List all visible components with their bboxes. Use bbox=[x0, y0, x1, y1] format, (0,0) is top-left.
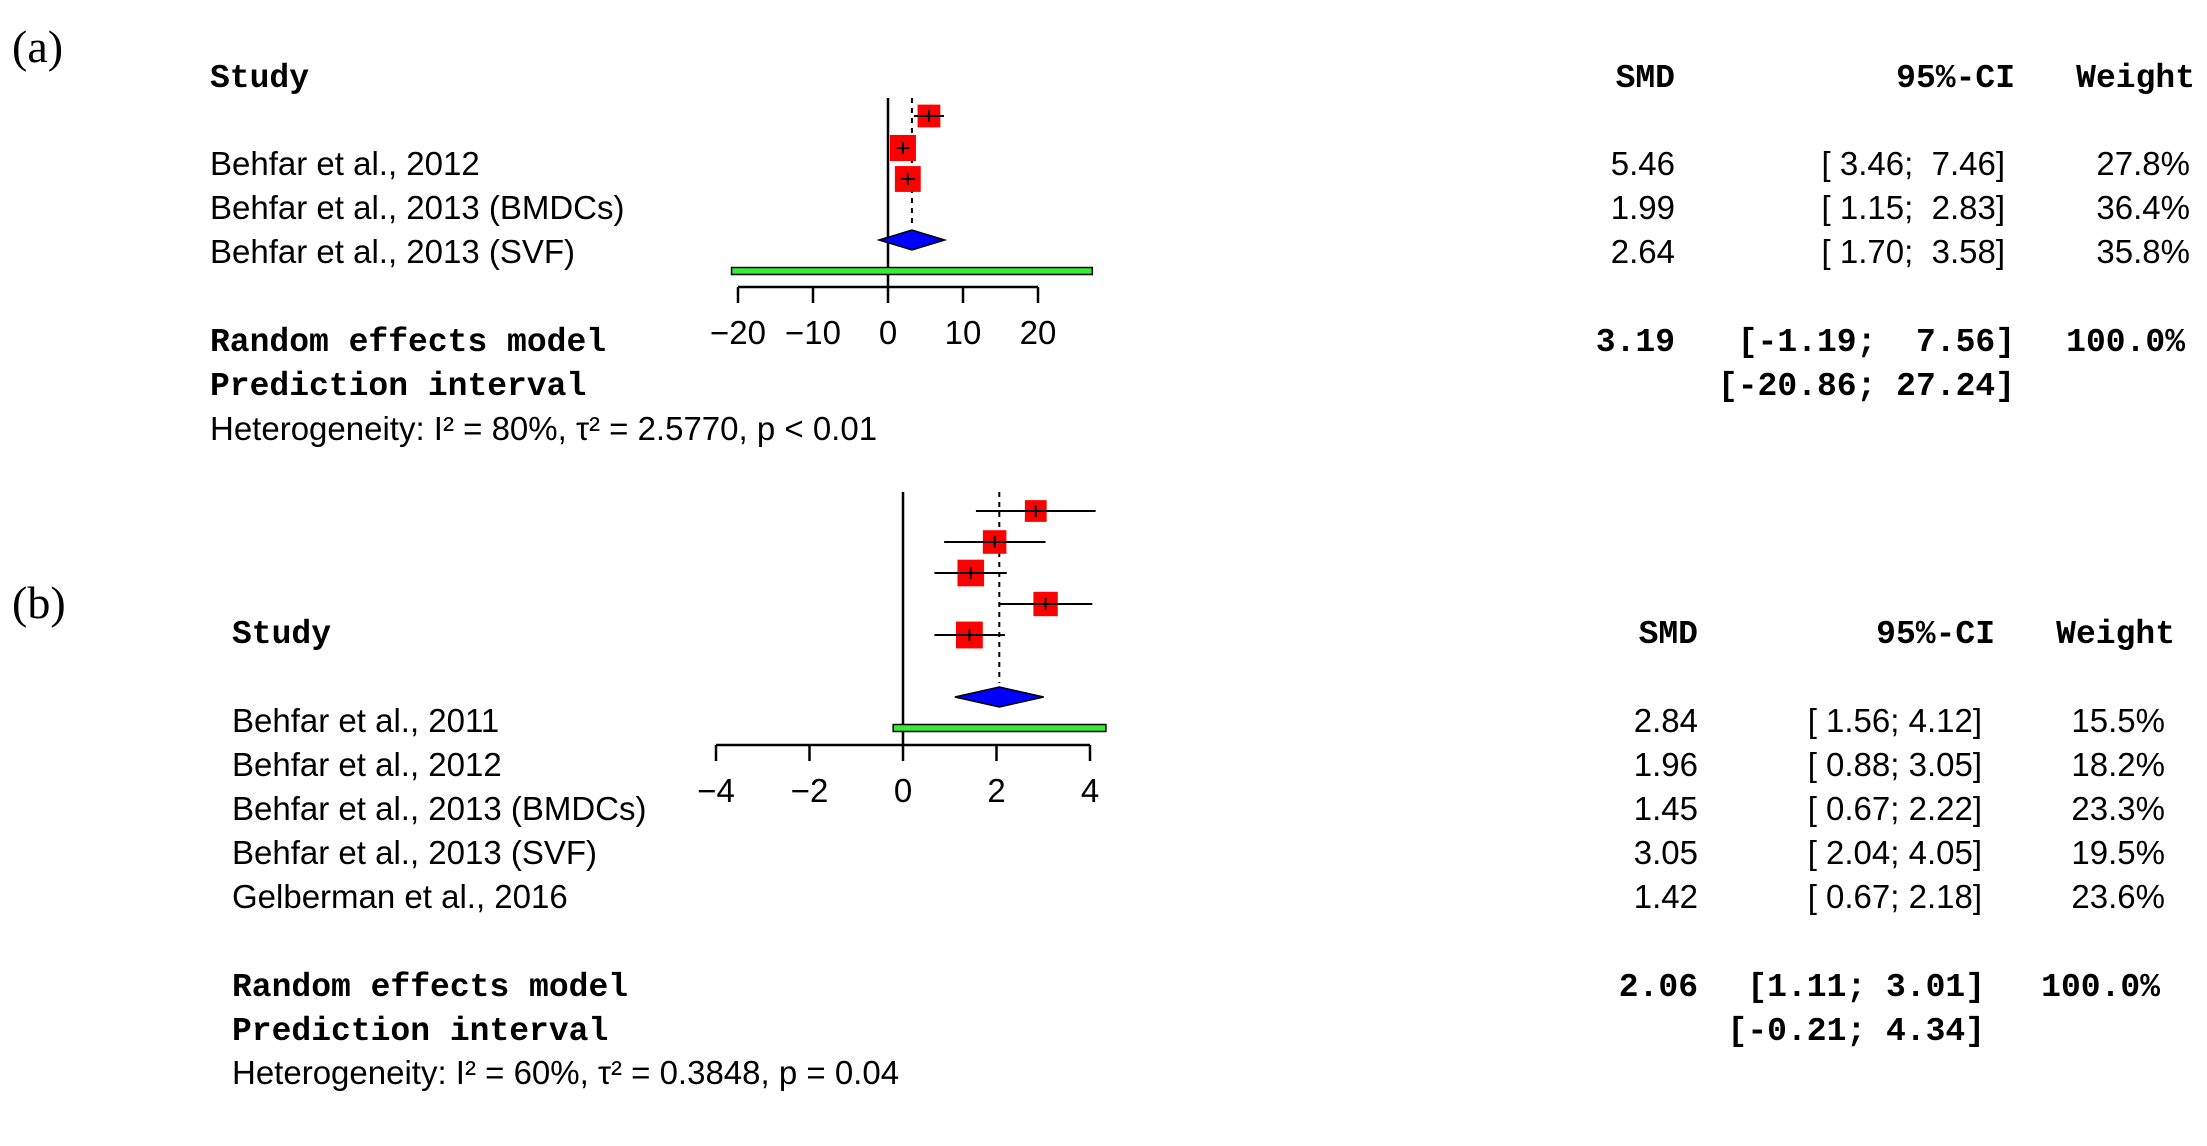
x-tick-label: 2 bbox=[987, 772, 1005, 809]
weight-value: 27.8% bbox=[2096, 145, 2190, 182]
x-tick-label: −10 bbox=[785, 314, 841, 351]
header-ci: 95%-CI bbox=[1896, 60, 2015, 97]
prediction-interval-bar bbox=[892, 723, 1107, 733]
weight-value: 18.2% bbox=[2071, 746, 2165, 783]
x-tick-label: −20 bbox=[710, 314, 766, 351]
x-tick-label: 4 bbox=[1081, 772, 1099, 809]
smd-value: 5.46 bbox=[1611, 145, 1675, 182]
panel-label: (a) bbox=[12, 21, 63, 72]
ci-value: [ 2.04; 4.05] bbox=[1808, 834, 1982, 871]
study-label: Behfar et al., 2013 (BMDCs) bbox=[210, 189, 625, 226]
random-weight-value: 100.0% bbox=[2041, 969, 2160, 1006]
random-weight-value: 100.0% bbox=[2066, 324, 2185, 361]
random-ci-value: [1.11; 3.01] bbox=[1747, 969, 1985, 1006]
weight-value: 36.4% bbox=[2096, 189, 2190, 226]
study-label: Gelberman et al., 2016 bbox=[232, 878, 568, 915]
prediction-ci-value: [-0.21; 4.34] bbox=[1728, 1013, 1985, 1050]
smd-value: 1.96 bbox=[1634, 746, 1698, 783]
random-smd-value: 3.19 bbox=[1596, 324, 1675, 361]
header-study: Study bbox=[232, 616, 331, 653]
heterogeneity-text: Heterogeneity: I² = 80%, τ² = 2.5770, p … bbox=[210, 410, 877, 447]
x-tick-label: 10 bbox=[945, 314, 982, 351]
prediction-interval-bar bbox=[730, 266, 1094, 276]
header-smd: SMD bbox=[1639, 616, 1698, 653]
ci-value: [ 3.46; 7.46] bbox=[1822, 145, 2005, 182]
ci-value: [ 1.56; 4.12] bbox=[1808, 702, 1982, 739]
prediction-interval-label: Prediction interval bbox=[210, 368, 586, 405]
ci-value: [ 0.67; 2.18] bbox=[1808, 878, 1982, 915]
random-effects-label: Random effects model bbox=[232, 969, 628, 1006]
header-weight: Weight bbox=[2056, 616, 2175, 653]
x-tick-label: −4 bbox=[697, 772, 735, 809]
random-effects-label: Random effects model bbox=[210, 324, 606, 361]
prediction-interval-label: Prediction interval bbox=[232, 1013, 608, 1050]
weight-value: 15.5% bbox=[2071, 702, 2165, 739]
random-smd-value: 2.06 bbox=[1619, 969, 1698, 1006]
study-label: Behfar et al., 2013 (BMDCs) bbox=[232, 790, 647, 827]
panel-a: (a) Study SMD 95%-CI Weight Behfar et al… bbox=[12, 21, 2195, 447]
study-label: Behfar et al., 2013 (SVF) bbox=[210, 233, 575, 270]
weight-value: 23.3% bbox=[2071, 790, 2165, 827]
x-tick-label: 20 bbox=[1020, 314, 1057, 351]
ci-value: [ 0.67; 2.22] bbox=[1808, 790, 1982, 827]
header-weight: Weight bbox=[2076, 60, 2195, 97]
plot-area: −4 −2 0 2 4 bbox=[697, 492, 1107, 809]
prediction-ci-value: [-20.86; 27.24] bbox=[1718, 368, 2015, 405]
header-smd: SMD bbox=[1616, 60, 1675, 97]
random-ci-value: [-1.19; 7.56] bbox=[1738, 324, 2015, 361]
weight-value: 19.5% bbox=[2071, 834, 2165, 871]
weight-value: 23.6% bbox=[2071, 878, 2165, 915]
weight-value: 35.8% bbox=[2096, 233, 2190, 270]
x-tick-label: 0 bbox=[894, 772, 912, 809]
ci-value: [ 1.70; 3.58] bbox=[1822, 233, 2005, 270]
header-ci: 95%-CI bbox=[1876, 616, 1995, 653]
x-tick-label: −2 bbox=[791, 772, 829, 809]
study-label: Behfar et al., 2011 bbox=[232, 702, 499, 739]
smd-value: 2.84 bbox=[1634, 702, 1698, 739]
smd-value: 1.99 bbox=[1611, 189, 1675, 226]
header-study: Study bbox=[210, 60, 309, 97]
summary-diamond bbox=[954, 686, 1044, 708]
smd-value: 1.42 bbox=[1634, 878, 1698, 915]
study-label: Behfar et al., 2012 bbox=[232, 746, 502, 783]
heterogeneity-text: Heterogeneity: I² = 60%, τ² = 0.3848, p … bbox=[232, 1054, 899, 1091]
panel-label: (b) bbox=[12, 577, 66, 628]
smd-value: 1.45 bbox=[1634, 790, 1698, 827]
x-tick-label: 0 bbox=[879, 314, 897, 351]
smd-value: 3.05 bbox=[1634, 834, 1698, 871]
ci-value: [ 0.88; 3.05] bbox=[1808, 746, 1982, 783]
plot-area: −20 −10 0 10 20 bbox=[710, 98, 1094, 351]
ci-value: [ 1.15; 2.83] bbox=[1822, 189, 2005, 226]
summary-diamond bbox=[876, 229, 948, 251]
study-label: Behfar et al., 2012 bbox=[210, 145, 480, 182]
panel-b: (b) Study SMD 95%-CI Weight Behfar et al… bbox=[12, 492, 2175, 1091]
smd-value: 2.64 bbox=[1611, 233, 1675, 270]
study-label: Behfar et al., 2013 (SVF) bbox=[232, 834, 597, 871]
